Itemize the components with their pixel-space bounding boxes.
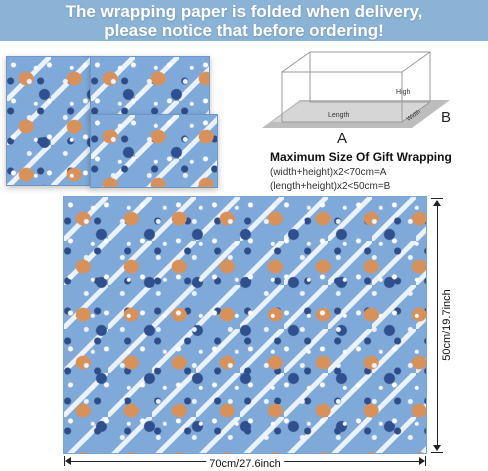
width-dimension: 70cm/27.6inch — [206, 458, 284, 470]
high-label: High — [396, 89, 411, 96]
height-ruler — [431, 198, 443, 453]
label-a: A — [337, 130, 348, 147]
unfolded-paper-sheet — [64, 197, 426, 453]
box-floor — [272, 102, 430, 122]
folded-sheet-bottom — [90, 114, 218, 188]
length-label: Length — [328, 112, 350, 119]
box-wireframe: High Length Width — [262, 51, 450, 128]
notice-line-2: please notice that before ordering! — [104, 20, 384, 40]
folded-sheet-left — [6, 56, 94, 186]
box-edges — [281, 51, 431, 123]
notice-line-1: The wrapping paper is folded when delive… — [65, 1, 423, 21]
formula-b: (length+height)x2<50cm=B — [270, 181, 391, 192]
formula-a: (width+height)x2<70cm=A — [270, 167, 387, 178]
notice-banner: The wrapping paper is folded when delive… — [0, 0, 488, 41]
label-b: B — [441, 109, 452, 126]
folded-paper-photo — [6, 56, 218, 191]
size-title: Maximum Size Of Gift Wrapping — [270, 150, 452, 164]
folded-sheet-top — [90, 56, 210, 118]
height-dimension: 50cm/19.7inch — [441, 287, 453, 363]
box-diagram: High Length Width — [262, 50, 474, 140]
